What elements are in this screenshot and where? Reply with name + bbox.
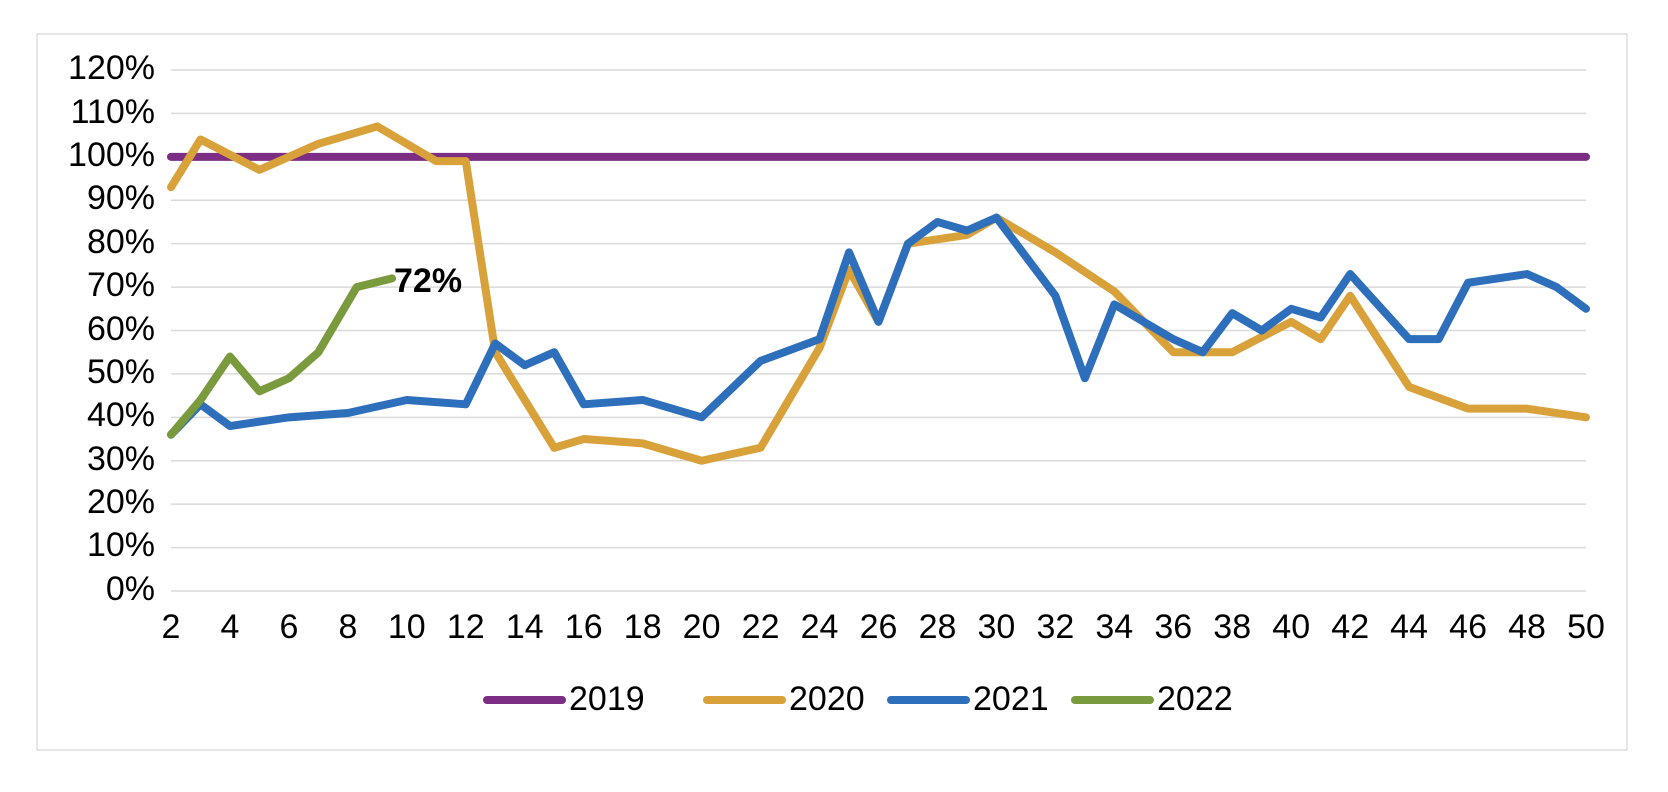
svg-text:20: 20: [683, 608, 721, 646]
svg-text:14: 14: [506, 608, 544, 646]
svg-text:90%: 90%: [87, 179, 155, 217]
svg-text:24: 24: [801, 608, 839, 646]
svg-text:120%: 120%: [68, 49, 155, 87]
svg-text:38: 38: [1213, 608, 1251, 646]
svg-text:10%: 10%: [87, 526, 155, 564]
svg-text:30%: 30%: [87, 440, 155, 478]
svg-text:2020: 2020: [789, 680, 865, 718]
svg-text:32: 32: [1036, 608, 1074, 646]
svg-text:40%: 40%: [87, 396, 155, 434]
svg-text:42: 42: [1331, 608, 1369, 646]
svg-text:60%: 60%: [87, 310, 155, 348]
svg-text:30: 30: [977, 608, 1015, 646]
svg-text:50: 50: [1567, 608, 1605, 646]
svg-text:46: 46: [1449, 608, 1487, 646]
svg-text:80%: 80%: [87, 223, 155, 261]
svg-text:12: 12: [447, 608, 485, 646]
svg-text:2022: 2022: [1157, 680, 1233, 718]
svg-text:110%: 110%: [71, 93, 155, 131]
svg-text:8: 8: [338, 608, 357, 646]
svg-text:50%: 50%: [87, 353, 155, 391]
svg-text:44: 44: [1390, 608, 1428, 646]
svg-text:0%: 0%: [106, 570, 155, 608]
svg-text:48: 48: [1508, 608, 1546, 646]
svg-text:22: 22: [742, 608, 780, 646]
svg-text:6: 6: [279, 608, 298, 646]
svg-text:2021: 2021: [973, 680, 1049, 718]
svg-text:20%: 20%: [87, 483, 155, 521]
svg-text:18: 18: [624, 608, 662, 646]
svg-text:2: 2: [162, 608, 181, 646]
svg-text:16: 16: [565, 608, 603, 646]
svg-text:34: 34: [1095, 608, 1133, 646]
svg-text:70%: 70%: [87, 266, 155, 304]
svg-text:100%: 100%: [68, 136, 155, 174]
svg-text:4: 4: [221, 608, 240, 646]
svg-text:10: 10: [388, 608, 426, 646]
svg-text:28: 28: [919, 608, 957, 646]
svg-text:2019: 2019: [569, 680, 645, 718]
svg-text:36: 36: [1154, 608, 1192, 646]
svg-text:40: 40: [1272, 608, 1310, 646]
svg-text:26: 26: [860, 608, 898, 646]
svg-text:72%: 72%: [394, 262, 462, 300]
